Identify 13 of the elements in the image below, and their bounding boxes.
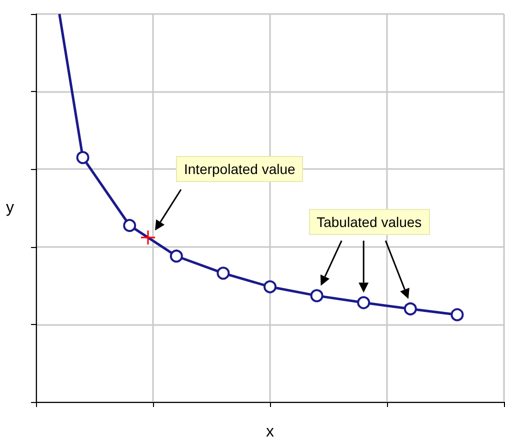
point [216,266,230,280]
point [76,151,90,164]
annotation: Tabulated values [308,208,430,235]
point [264,280,276,294]
point [310,289,324,302]
x-axis-title: x [266,424,274,440]
point [170,250,183,263]
point [123,218,136,232]
point [404,302,417,316]
point [450,308,464,322]
annotation: Interpolated value [176,156,304,182]
y-axis-title: y [6,200,14,216]
point [357,296,370,310]
